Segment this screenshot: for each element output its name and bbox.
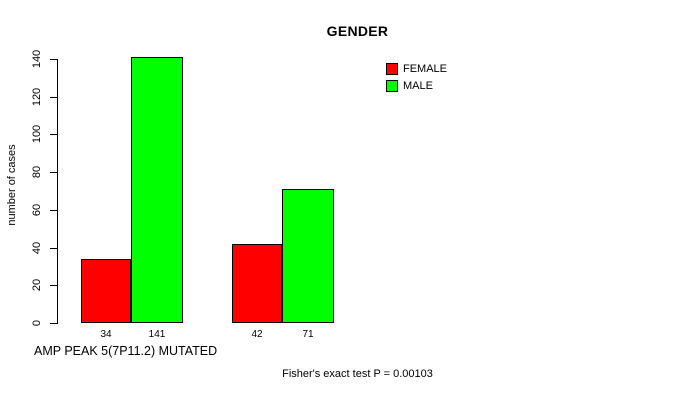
y-tick-label: 60 bbox=[31, 203, 43, 217]
bar-male bbox=[282, 189, 334, 323]
legend-item: FEMALE bbox=[386, 60, 447, 77]
bar-value-label: 141 bbox=[148, 329, 166, 340]
y-tick-label: 120 bbox=[31, 87, 43, 107]
legend-item: MALE bbox=[386, 77, 447, 94]
y-tick-mark bbox=[50, 323, 57, 324]
fisher-test-annotation: Fisher's exact test P = 0.00103 bbox=[282, 368, 433, 380]
y-tick-mark bbox=[50, 285, 57, 286]
bar-value-label: 34 bbox=[100, 329, 112, 340]
legend-label: FEMALE bbox=[403, 62, 448, 75]
bar-male bbox=[131, 57, 183, 323]
y-tick-label: 140 bbox=[31, 49, 43, 69]
y-tick-label: 80 bbox=[31, 165, 43, 179]
y-tick-mark bbox=[50, 59, 57, 60]
y-tick-mark bbox=[50, 210, 57, 211]
chart-title: GENDER bbox=[326, 23, 389, 39]
bar-value-label: 42 bbox=[251, 329, 263, 340]
bar-value-label: 71 bbox=[302, 329, 314, 340]
y-axis-line bbox=[57, 59, 58, 324]
y-axis-title: number of cases bbox=[6, 144, 18, 226]
y-tick-mark bbox=[50, 97, 57, 98]
y-tick-label: 0 bbox=[31, 319, 43, 327]
y-tick-mark bbox=[50, 134, 57, 135]
y-tick-label: 100 bbox=[31, 124, 43, 144]
legend-swatch-female bbox=[386, 62, 398, 75]
legend-label: MALE bbox=[403, 79, 433, 92]
legend: FEMALE MALE bbox=[386, 60, 447, 94]
y-tick-label: 40 bbox=[31, 241, 43, 255]
legend-swatch-male bbox=[386, 79, 398, 92]
bar-female bbox=[81, 259, 131, 323]
bar-female bbox=[232, 244, 282, 323]
y-tick-label: 20 bbox=[31, 278, 43, 292]
x-axis-title: AMP PEAK 5(7P11.2) MUTATED bbox=[34, 344, 218, 358]
y-tick-mark bbox=[50, 248, 57, 249]
y-tick-mark bbox=[50, 172, 57, 173]
